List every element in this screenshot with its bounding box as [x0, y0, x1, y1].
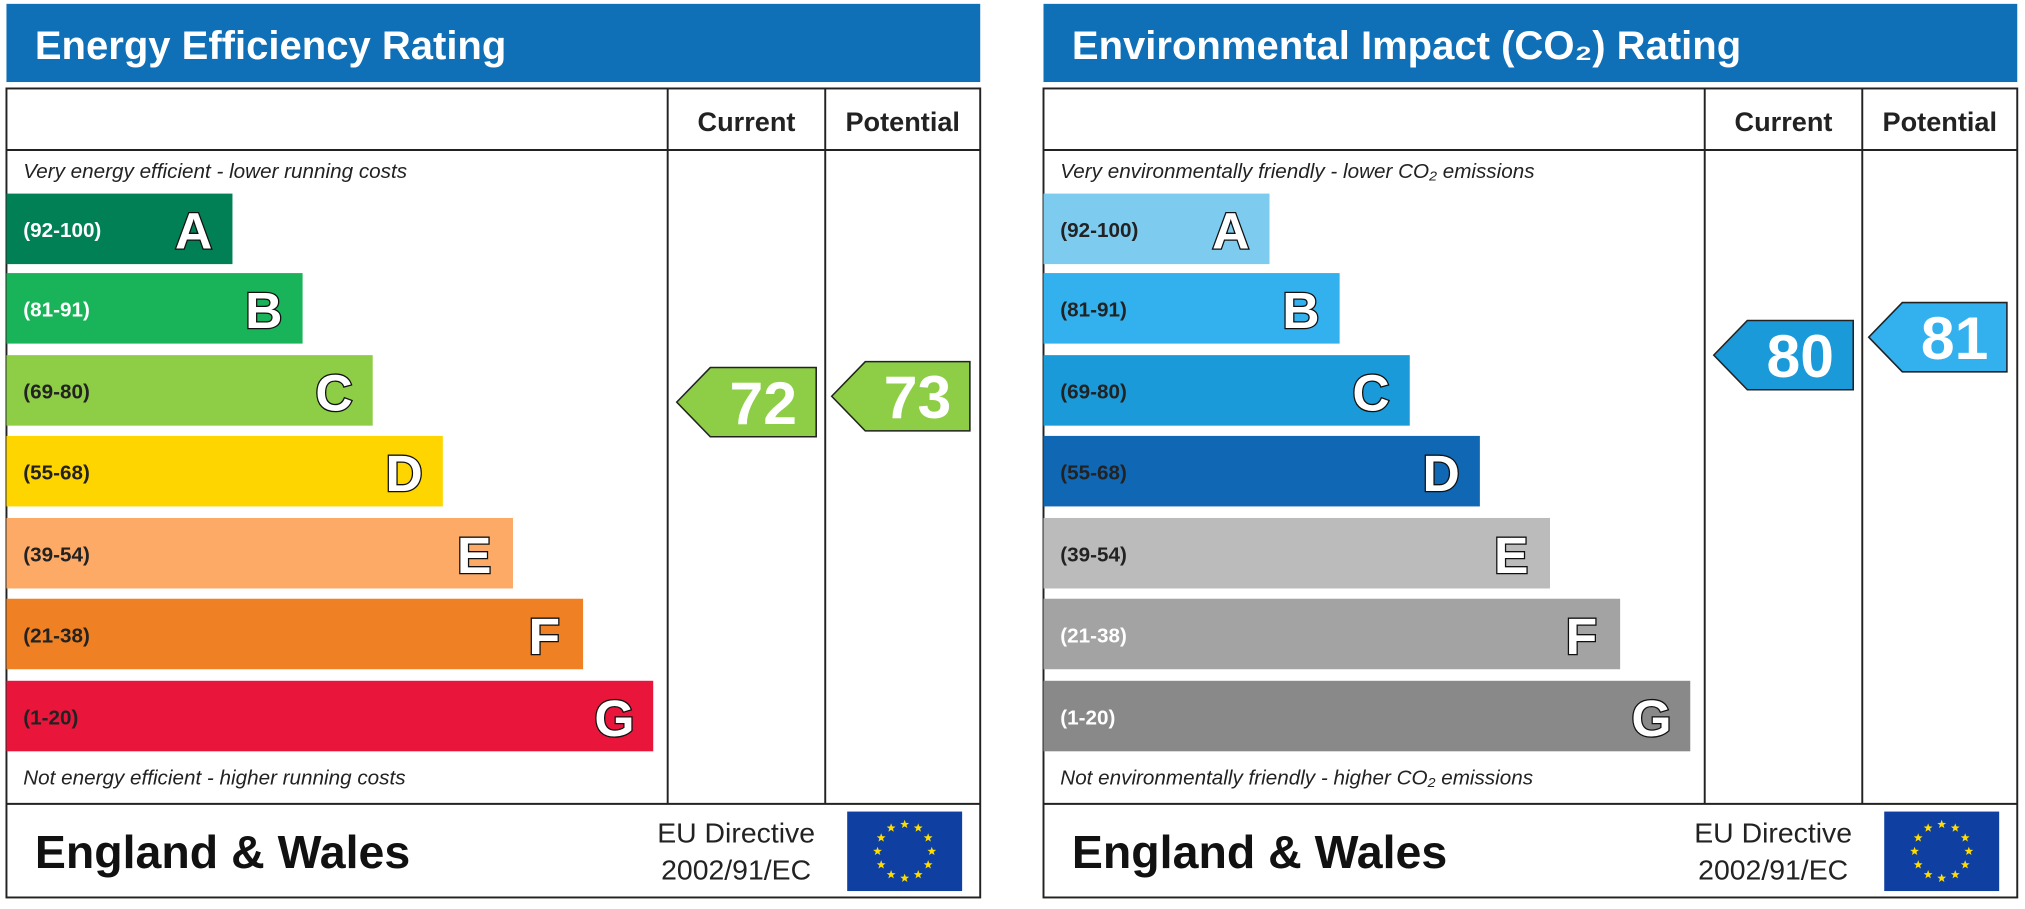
rating-band [1043, 193, 1270, 265]
band-range: (69-80) [23, 381, 90, 404]
rating-value: 72 [729, 369, 797, 437]
bottom-note: Not environmentally friendly - higher CO… [1060, 767, 1533, 790]
rating-panel: Environmental Impact (CO₂) Rating Current… [1042, 3, 2019, 899]
rating-value: 81 [1921, 304, 1989, 372]
rating-value: 80 [1767, 322, 1835, 390]
rating-band [1043, 435, 1480, 507]
eu-star [923, 833, 933, 842]
band-letter: C [315, 363, 352, 421]
column-header: Potential [1883, 107, 1997, 137]
eu-star [1937, 819, 1947, 829]
rating-band [6, 598, 584, 670]
band-letter: D [1422, 444, 1459, 502]
band-range: (55-68) [23, 462, 90, 485]
rating-band [6, 680, 654, 752]
eu-star [923, 860, 933, 869]
rating-arrow [675, 366, 817, 438]
eu-star [1913, 860, 1923, 869]
rating-band [6, 193, 233, 265]
directive-label: 2002/91/EC [661, 854, 811, 886]
band-letter: E [1494, 526, 1528, 584]
top-note: Very environmentally friendly - lower CO… [1060, 160, 1534, 183]
band-range: (39-54) [23, 544, 90, 567]
rating-panel: Energy Efficiency Rating Current Potential… [5, 3, 982, 899]
band-range: (1-20) [1060, 706, 1115, 729]
eu-star [1923, 823, 1933, 832]
rating-arrow [1712, 319, 1855, 391]
eu-star [900, 819, 910, 829]
band-letter: D [385, 444, 422, 502]
eu-star [1950, 823, 1960, 832]
rating-band [1043, 680, 1691, 752]
column-header: Current [698, 107, 796, 137]
bottom-note: Not energy efficient - higher running co… [23, 767, 405, 790]
eu-star [886, 870, 896, 879]
region-label: England & Wales [1072, 826, 1447, 878]
title-bar [1043, 3, 2018, 83]
eu-star [900, 873, 910, 882]
band-letter: C [1352, 363, 1389, 421]
band-range: (81-91) [23, 299, 90, 322]
eu-star [1950, 870, 1960, 879]
eu-star [913, 823, 923, 832]
band-range: (39-54) [1060, 544, 1127, 567]
band-range: (69-80) [1060, 381, 1127, 404]
rating-band [6, 517, 513, 589]
band-range: (55-68) [1060, 462, 1127, 485]
band-letter: B [1282, 281, 1319, 339]
rating-band [1043, 355, 1410, 426]
rating-band [6, 435, 443, 507]
band-letter: B [245, 281, 282, 339]
eu-star [1913, 833, 1923, 842]
eu-star [886, 823, 896, 832]
band-letter: A [1212, 202, 1249, 260]
band-letter: A [175, 202, 212, 260]
column-header: Current [1735, 107, 1833, 137]
rating-value: 73 [884, 363, 952, 431]
eu-star [1910, 846, 1920, 856]
band-letter: E [457, 526, 491, 584]
region-label: England & Wales [35, 826, 410, 878]
rating-band [6, 355, 373, 426]
rating-arrow [1867, 301, 2008, 373]
panel-title: Environmental Impact (CO₂) Rating [1072, 24, 1741, 68]
eu-star [876, 833, 886, 842]
eu-star [913, 870, 923, 879]
eu-star [1960, 833, 1970, 842]
band-range: (92-100) [1060, 219, 1138, 242]
eu-star [1964, 846, 1974, 856]
band-range: (21-38) [23, 624, 90, 647]
rating-arrow [830, 360, 971, 432]
directive-label: EU Directive [1694, 816, 1852, 848]
eu-star [1923, 870, 1933, 879]
band-letter: G [594, 689, 634, 747]
eu-star [1937, 873, 1947, 882]
rating-band [1043, 598, 1621, 670]
band-letter: F [1566, 607, 1598, 665]
band-letter: F [529, 607, 561, 665]
eu-star [927, 846, 937, 856]
band-range: (1-20) [23, 706, 78, 729]
band-range: (92-100) [23, 219, 101, 242]
top-note: Very energy efficient - lower running co… [23, 160, 407, 183]
panel-title: Energy Efficiency Rating [35, 24, 506, 68]
band-range: (81-91) [1060, 299, 1127, 322]
directive-label: EU Directive [657, 816, 815, 848]
eu-star [873, 846, 882, 856]
band-letter: G [1631, 689, 1671, 747]
column-header: Potential [845, 107, 959, 137]
directive-label: 2002/91/EC [1698, 854, 1848, 886]
rating-band [1043, 517, 1551, 589]
rating-band [1043, 273, 1340, 344]
band-range: (21-38) [1060, 624, 1127, 647]
eu-star [1960, 860, 1970, 869]
title-bar [6, 3, 981, 83]
eu-star [876, 860, 886, 869]
rating-band [6, 273, 303, 344]
